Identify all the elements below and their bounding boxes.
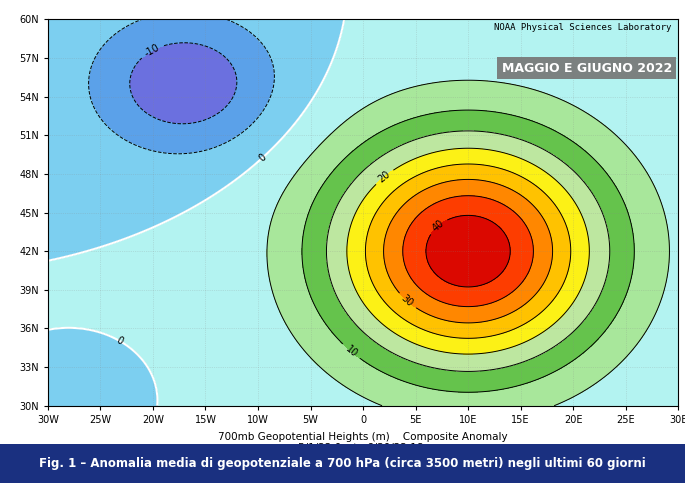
Text: NOAA Physical Sciences Laboratory: NOAA Physical Sciences Laboratory xyxy=(495,23,672,32)
Text: 10: 10 xyxy=(343,344,359,359)
Text: 0: 0 xyxy=(257,152,269,163)
X-axis label: 700mb Geopotential Heights (m)    Composite Anomaly
5/1/22 0z  to 6/30/22 18z: 700mb Geopotential Heights (m) Composite… xyxy=(219,432,508,453)
Text: 0: 0 xyxy=(114,335,124,346)
Text: 20: 20 xyxy=(377,169,393,185)
Text: Fig. 1 – Anomalia media di geopotenziale a 700 hPa (circa 3500 metri) negli ulti: Fig. 1 – Anomalia media di geopotenziale… xyxy=(39,457,646,470)
Text: MAGGIO E GIUGNO 2022: MAGGIO E GIUGNO 2022 xyxy=(501,62,672,75)
Text: 40: 40 xyxy=(430,218,446,234)
Text: -10: -10 xyxy=(143,43,162,59)
Text: 30: 30 xyxy=(399,293,415,309)
